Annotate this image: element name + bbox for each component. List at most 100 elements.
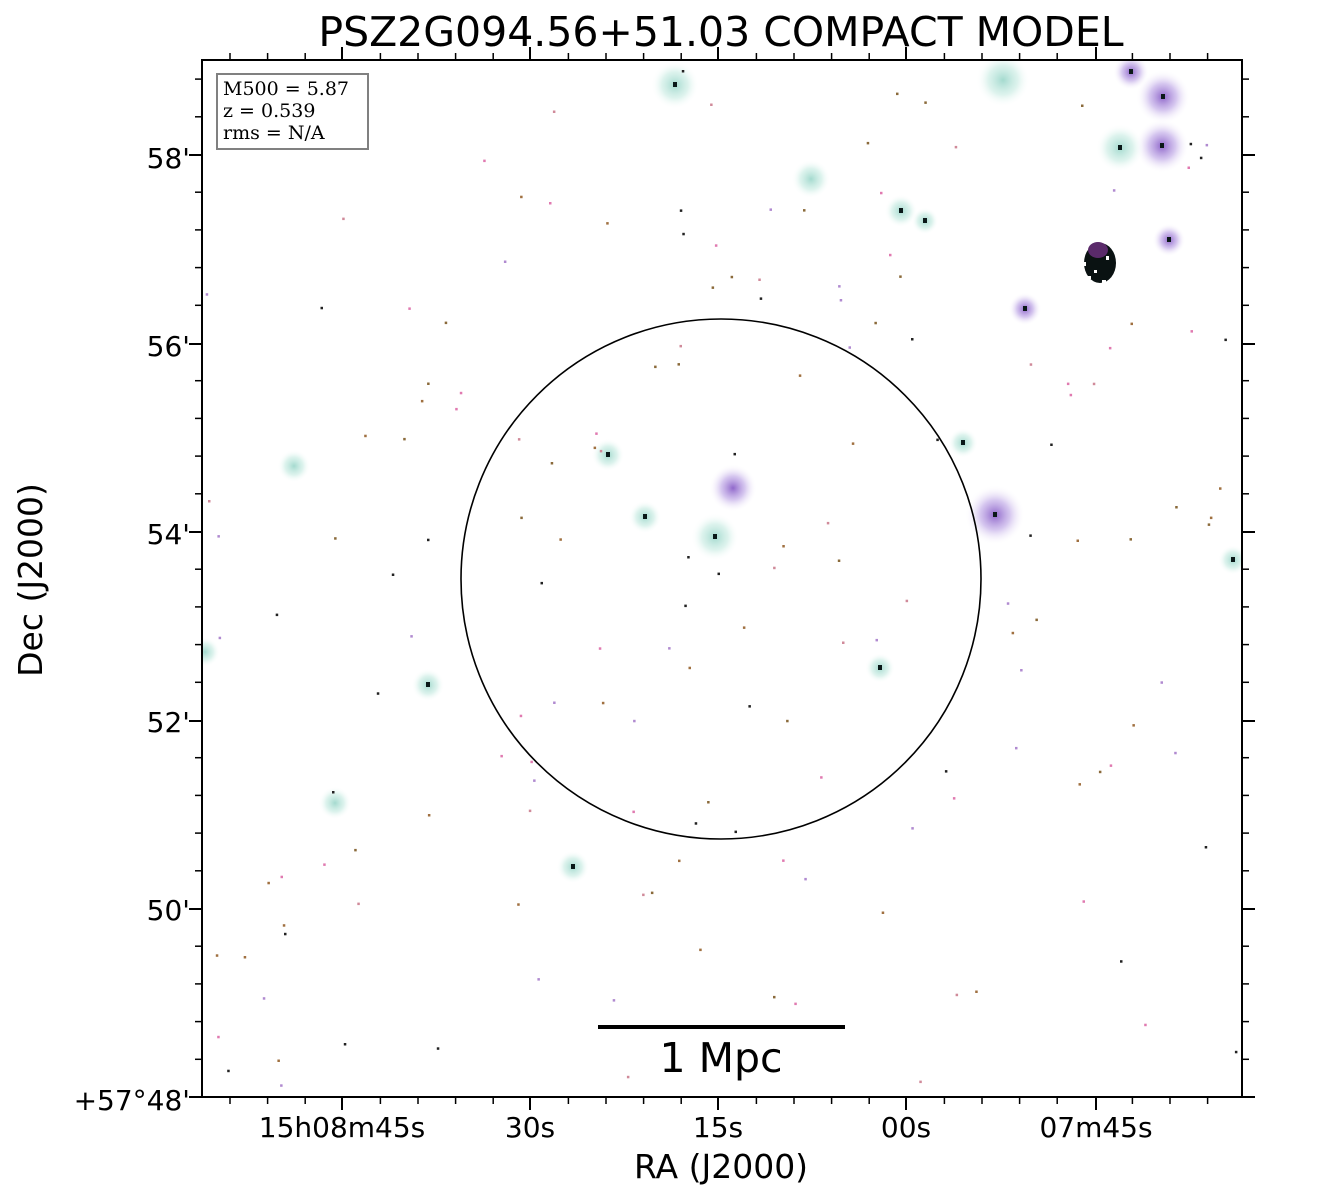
noise-speck [679,344,682,348]
plot-frame [201,59,1243,1098]
noise-speck [769,208,772,211]
noise-speck [598,647,602,650]
noise-speck [794,1002,797,1006]
bright-source-cluster [1082,242,1116,283]
noise-speck [677,363,680,366]
axis-ticks [189,47,1255,1110]
noise-speck [275,613,279,617]
noise-speck [549,202,552,205]
noise-speck [1129,538,1132,541]
noise-speck [654,365,657,369]
noise-speck [559,538,562,541]
noise-speck-layer [205,70,1238,1087]
noise-speck [826,521,830,525]
x-tick-labels: 15h08m45s 30s 15s 00s 07m45s [259,1111,1153,1144]
noise-speck [455,407,458,411]
noise-speck [606,222,609,225]
noise-speck [1187,166,1190,169]
noise-speck [632,810,635,814]
noise-speck [1174,751,1177,755]
point-source-core [713,534,717,539]
point-source-core [673,82,677,87]
noise-speck [798,374,802,377]
info-rms: rms = N/A [223,122,325,144]
noise-speck [1108,346,1112,350]
noise-speck [758,278,761,281]
noise-speck [1035,618,1038,622]
noise-speck [1224,338,1227,342]
noise-speck [1189,142,1193,146]
noise-speck [679,209,683,212]
noise-speck [410,635,413,638]
noise-speck [503,260,507,263]
info-box-frame [216,73,369,150]
noise-speck [550,462,554,465]
noise-speck [734,830,737,834]
noise-speck [733,452,736,456]
noise-speck [208,500,211,503]
point-source-core [993,512,997,517]
x-tick-label: 30s [505,1111,555,1144]
image-background [202,60,1242,1097]
noise-speck [1050,443,1053,446]
noise-speck [1029,363,1033,366]
noise-speck [323,863,326,866]
noise-speck [1120,960,1123,963]
noise-speck [924,101,927,104]
point-source-halo [791,159,831,199]
point-source-core [1023,306,1027,311]
point-source-core [606,452,610,457]
noise-speck [866,141,870,145]
noise-speck [911,338,914,341]
y-tick-label: +57°48' [74,1084,190,1117]
noise-speck [1160,681,1163,684]
info-redshift: z = 0.539 [223,100,315,122]
noise-speck [408,307,411,310]
noise-speck [851,442,855,445]
point-source-halo [318,786,352,820]
noise-speck [1207,523,1211,526]
point-source-halo [1113,60,1149,90]
noise-speck [881,911,885,914]
noise-speck [684,604,687,608]
noise-speck [633,719,636,723]
r500-aperture-circle [460,318,982,840]
noise-speck [842,641,845,644]
noise-speck [343,1043,347,1046]
noise-speck [612,999,616,1002]
noise-speck [699,948,702,952]
noise-speck [520,516,523,520]
noise-speck [642,893,645,897]
noise-speck [517,903,520,906]
noise-speck [1006,602,1010,605]
source-layer [202,60,1242,884]
noise-speck [540,581,543,585]
noise-speck [919,1080,922,1084]
noise-speck [218,636,222,640]
noise-speck [911,827,914,830]
noise-speck [773,566,776,570]
noise-speck [1144,1023,1147,1027]
noise-speck [528,809,532,813]
noise-speck [364,434,367,438]
noise-speck [975,990,978,993]
noise-speck [1015,746,1018,750]
noise-speck [710,103,713,106]
y-tick-labels: +57°48' 50' 52' 54' 56' 58' [74,142,190,1117]
noise-speck [282,924,286,927]
noise-speck [1132,724,1135,727]
info-box: M500 = 5.87 z = 0.539 rms = N/A [216,73,369,150]
noise-speck [520,195,523,199]
noise-speck [820,776,823,779]
noise-speck [1130,322,1133,326]
noise-speck [530,760,533,764]
noise-speck [650,891,654,895]
noise-speck [682,232,685,236]
noise-speck [519,714,523,718]
y-tick-label: 58' [147,142,190,175]
noise-speck [267,881,270,885]
noise-speck [880,191,883,195]
noise-speck [357,902,360,906]
noise-speck [595,432,598,435]
point-source-core [1160,143,1164,148]
